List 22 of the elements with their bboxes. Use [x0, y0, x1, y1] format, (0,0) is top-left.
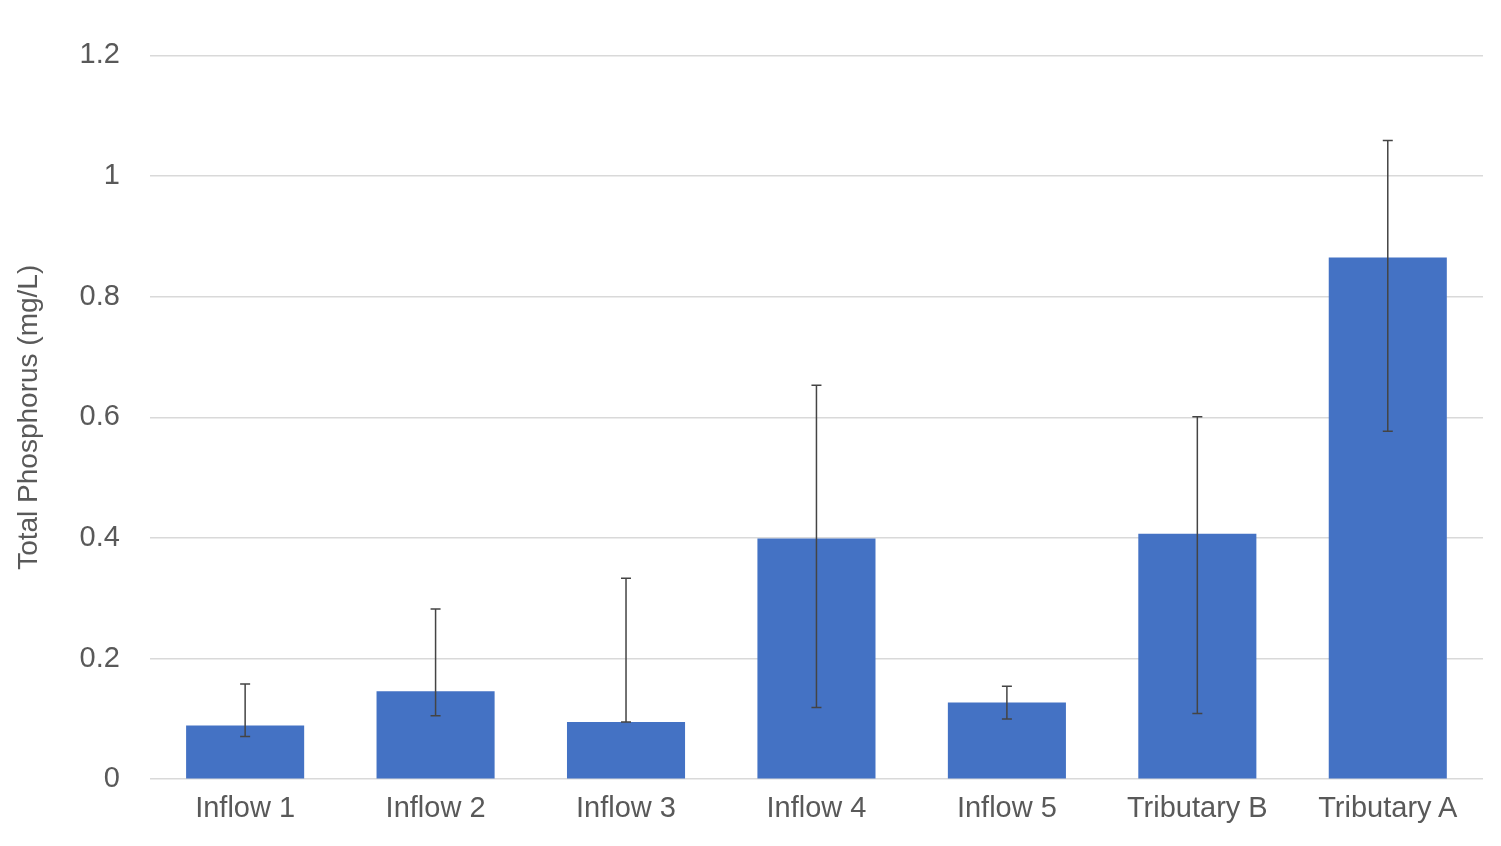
y-tick-label: 0.8 — [79, 278, 120, 311]
y-tick-label: 1.2 — [79, 37, 120, 70]
bar — [376, 691, 495, 779]
x-tick-label: Inflow 4 — [766, 790, 867, 823]
bar — [1138, 533, 1257, 779]
y-tick-label: 1 — [103, 158, 120, 191]
x-tick-label: Inflow 1 — [195, 790, 296, 823]
x-tick-label: Tributary B — [1126, 790, 1268, 823]
bar — [1328, 257, 1447, 779]
y-axis-title: Total Phosphorus (mg/L) — [11, 264, 43, 570]
y-tick-label: 0.2 — [79, 640, 120, 673]
x-tick-label: Tributary A — [1318, 790, 1458, 823]
bar — [566, 721, 686, 779]
y-tick-label: 0.6 — [79, 399, 120, 432]
bar — [186, 725, 305, 779]
x-tick-label: Inflow 2 — [385, 790, 486, 823]
y-tick-label: 0 — [103, 761, 120, 794]
x-tick-label: Inflow 5 — [956, 790, 1057, 823]
bar — [757, 538, 876, 779]
y-tick-label: 0.4 — [79, 519, 120, 552]
bar — [947, 702, 1066, 779]
x-tick-label: Inflow 3 — [576, 790, 676, 823]
